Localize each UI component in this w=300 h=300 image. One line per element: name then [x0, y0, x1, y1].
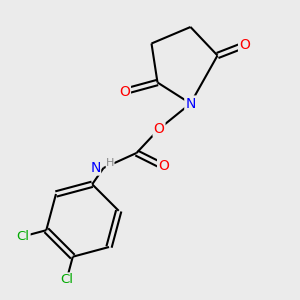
Text: Cl: Cl — [60, 273, 73, 286]
Text: O: O — [154, 122, 164, 136]
Text: N: N — [90, 161, 101, 175]
Text: N: N — [185, 97, 196, 110]
Text: O: O — [239, 38, 250, 52]
Text: O: O — [119, 85, 130, 98]
Text: O: O — [158, 160, 169, 173]
Text: Cl: Cl — [16, 230, 30, 243]
Text: H: H — [106, 158, 114, 169]
